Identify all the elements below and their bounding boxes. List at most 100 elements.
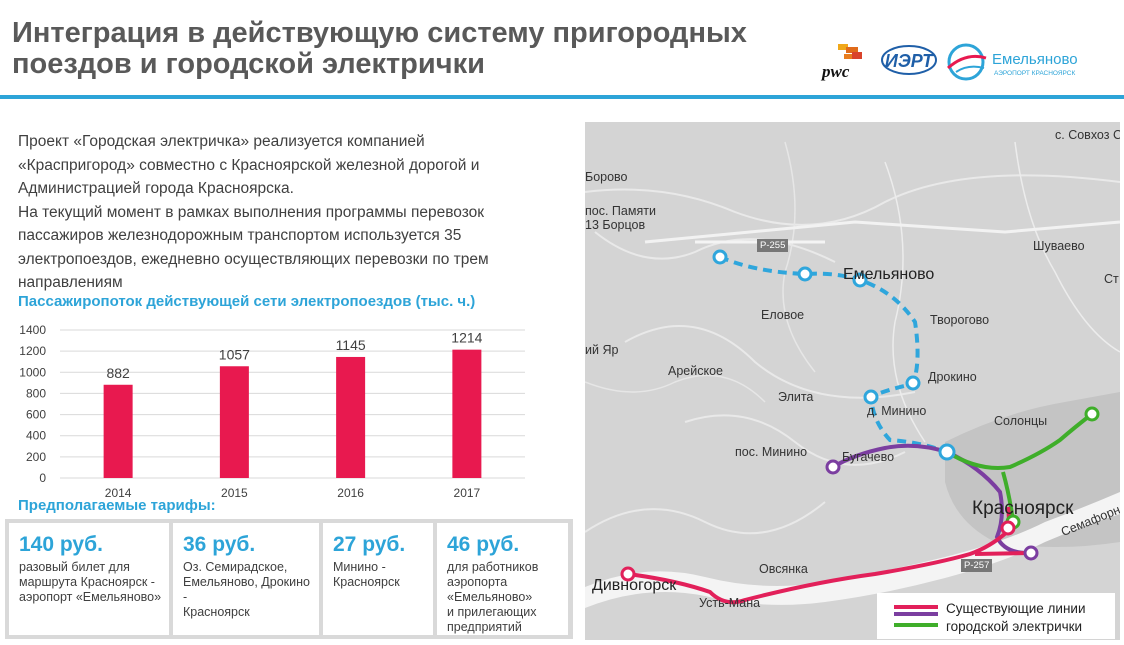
station-marker[interactable] (797, 266, 813, 282)
station-marker[interactable] (863, 389, 879, 405)
bar (103, 384, 133, 478)
data-label: 1145 (336, 337, 366, 353)
tariff-desc-line: и прилегающих (447, 605, 537, 619)
tariff-description: Минино - Красноярск (333, 560, 427, 590)
station-marker[interactable] (1023, 545, 1039, 561)
map-label: Элита (778, 390, 814, 404)
tariff-desc-line: «Емельяново» (447, 590, 533, 604)
map-label: пос. Минино (735, 445, 808, 459)
intro-line: электропоездов, ежедневно осуществляющих… (18, 250, 489, 268)
intro-line: Проект «Городская электричка» реализуетс… (18, 133, 425, 150)
tariff-desc-line: Минино - (333, 560, 386, 574)
legend-swatch-purple (894, 612, 938, 616)
legend-line: Существующие линии (946, 601, 1086, 616)
page-title-line-1: Интеграция в действующую систему пригоро… (12, 17, 747, 49)
map-label: Емельяново (843, 266, 935, 283)
pwc-logo-text: pwc (820, 62, 850, 81)
y-tick-label: 400 (26, 429, 46, 443)
page-title-line-2: поездов и городской электрички (12, 48, 485, 80)
map-label: Арейское (668, 364, 723, 378)
emelyanovo-logo-sub: АЭРОПОРТ КРАСНОЯРСК (994, 70, 1075, 77)
tariff-desc-line: Емельяново, Дрокино - (183, 575, 310, 604)
tariffs-title: Предполагаемые тарифы: (18, 497, 216, 514)
x-tick-label: 2014 (105, 486, 132, 500)
station-marker[interactable] (905, 375, 921, 391)
map-label: Дрокино (928, 370, 977, 384)
map-label: ий Яр (585, 343, 619, 357)
tariff-desc-line: аэропорта (447, 575, 508, 589)
station-marker[interactable] (825, 459, 841, 475)
intro-line: На текущий момент в рамках выполнения пр… (18, 203, 485, 221)
map-label: Красноярск (972, 498, 1074, 519)
partner-logos: pwc ИЭРТ Емельяново АЭРОПОРТ КРАСНОЯРСК (814, 40, 1114, 85)
road-badge: Р-255 (757, 239, 789, 252)
y-tick-label: 1400 (19, 323, 46, 337)
legend-text: Существующие линии городской электрички (946, 600, 1086, 635)
tariff-description: разовый билет для маршрута Красноярск - … (19, 560, 163, 605)
station-marker[interactable] (712, 249, 728, 265)
map-label: 13 Борцов (585, 218, 646, 232)
map-label: Еловое (761, 308, 805, 322)
map-label: Творогово (930, 313, 990, 327)
bar (219, 366, 249, 478)
header-divider (0, 95, 1124, 99)
station-marker[interactable] (620, 566, 636, 582)
intro-line: направлениям (18, 274, 123, 291)
data-label: 1214 (451, 330, 482, 346)
x-tick-label: 2015 (221, 486, 248, 500)
iert-logo-text: ИЭРТ (885, 51, 935, 71)
route-map[interactable]: с. Совхоз С Борово пос. Памяти 13 Борцов… (585, 122, 1120, 640)
y-tick-label: 800 (26, 386, 46, 400)
tariff-desc-line: разовый билет для (19, 560, 130, 574)
station-marker[interactable] (1000, 520, 1016, 536)
map-label: Шуваево (1033, 239, 1085, 253)
y-tick-label: 200 (26, 450, 46, 464)
tariff-price: 36 руб. (183, 533, 256, 556)
data-label: 882 (106, 365, 130, 381)
passenger-flow-chart: 0 200 400 600 800 1000 1200 1400 882 2014 1057 2015… (19, 323, 525, 500)
map-label: Ст (1104, 272, 1119, 286)
tariff-price: 46 руб. (447, 533, 520, 556)
emelyanovo-logo-name: Емельяново (992, 51, 1078, 68)
page-title: Интеграция в действующую систему пригоро… (12, 18, 812, 80)
station-marker[interactable] (938, 443, 956, 461)
map-label: Усть-Мана (699, 596, 761, 610)
y-tick-label: 1000 (19, 365, 46, 379)
tariff-desc-line: Красноярск (183, 605, 250, 619)
tariff-desc-line: Красноярск (333, 575, 400, 589)
map-background (585, 122, 1120, 640)
map-label: Борово (585, 170, 628, 184)
bar (452, 349, 482, 478)
iert-logo: ИЭРТ (881, 45, 937, 75)
tariff-price: 27 руб. (333, 533, 406, 556)
map-label: пос. Памяти (585, 204, 656, 218)
pwc-logo: pwc (820, 44, 862, 81)
map-label: Бугачево (842, 450, 895, 464)
intro-line: пассажиров железнодорожным транспортом и… (18, 227, 462, 244)
planned-line (719, 255, 948, 454)
map-label: Дивногорск (592, 577, 677, 594)
intro-line: Администрацией города Красноярска. (18, 180, 294, 197)
tariff-desc-line: предприятий (447, 620, 522, 634)
tariff-desc-line: для работников (447, 560, 539, 574)
data-label: 1057 (219, 346, 250, 362)
map-label: д. Минино (867, 404, 927, 418)
tariff-description: для работников аэропорта «Емельяново» и … (447, 560, 562, 635)
x-tick-label: 2017 (454, 486, 481, 500)
map-legend: Существующие линии городской электрички (877, 593, 1115, 639)
tariff-card: 46 руб. для работников аэропорта «Емелья… (437, 523, 568, 635)
chart-title: Пассажиропоток действующей сети электроп… (18, 293, 476, 310)
map-canvas (585, 122, 1120, 640)
map-label: Солонцы (994, 414, 1048, 428)
station-marker[interactable] (852, 272, 868, 288)
station-marker[interactable] (1084, 406, 1100, 422)
x-tick-label: 2016 (337, 486, 364, 500)
tariffs-panel: 140 руб. разовый билет для маршрута Крас… (5, 519, 573, 639)
bar (336, 356, 366, 478)
tariff-desc-line: Оз. Семирадское, (183, 560, 288, 574)
tariff-card: 36 руб. Оз. Семирадское, Емельяново, Дро… (173, 523, 319, 635)
map-label: Овсянка (759, 562, 808, 576)
y-tick-label: 0 (39, 471, 46, 485)
map-label: с. Совхоз С (1055, 128, 1120, 142)
tariff-card: 140 руб. разовый билет для маршрута Крас… (9, 523, 169, 635)
